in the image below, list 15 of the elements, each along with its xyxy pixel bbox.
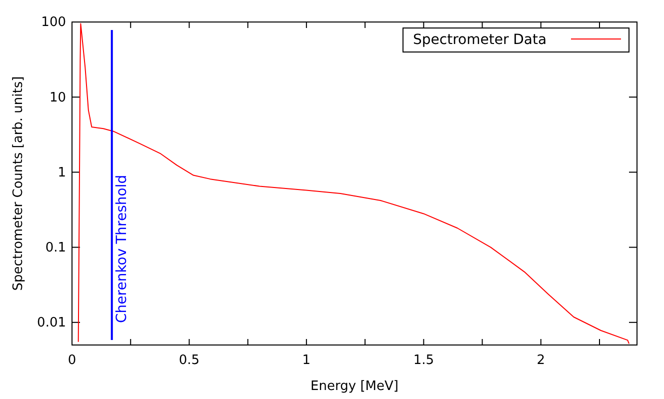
y-tick-label: 0.01	[37, 316, 66, 331]
x-tick-label: 0.5	[178, 353, 200, 368]
y-tick-label: 1	[58, 165, 66, 180]
y-tick-label: 10	[49, 90, 66, 106]
x-tick-label: 0	[68, 353, 76, 368]
y-axis-title: Spectrometer Counts [arb. units]	[11, 76, 26, 291]
y-tick-label: 100	[41, 15, 66, 30]
x-tick-label: 1	[302, 353, 311, 368]
x-tick-label: 1.5	[413, 353, 434, 368]
x-tick-label: 2	[536, 353, 546, 368]
line-series	[78, 23, 630, 344]
x-axis-title: Energy [MeV]	[310, 379, 398, 394]
legend-label: Spectrometer Data	[413, 32, 547, 48]
ref-line-label: Cherenkov Threshold	[114, 174, 130, 323]
y-tick-label: 0.1	[45, 240, 66, 256]
